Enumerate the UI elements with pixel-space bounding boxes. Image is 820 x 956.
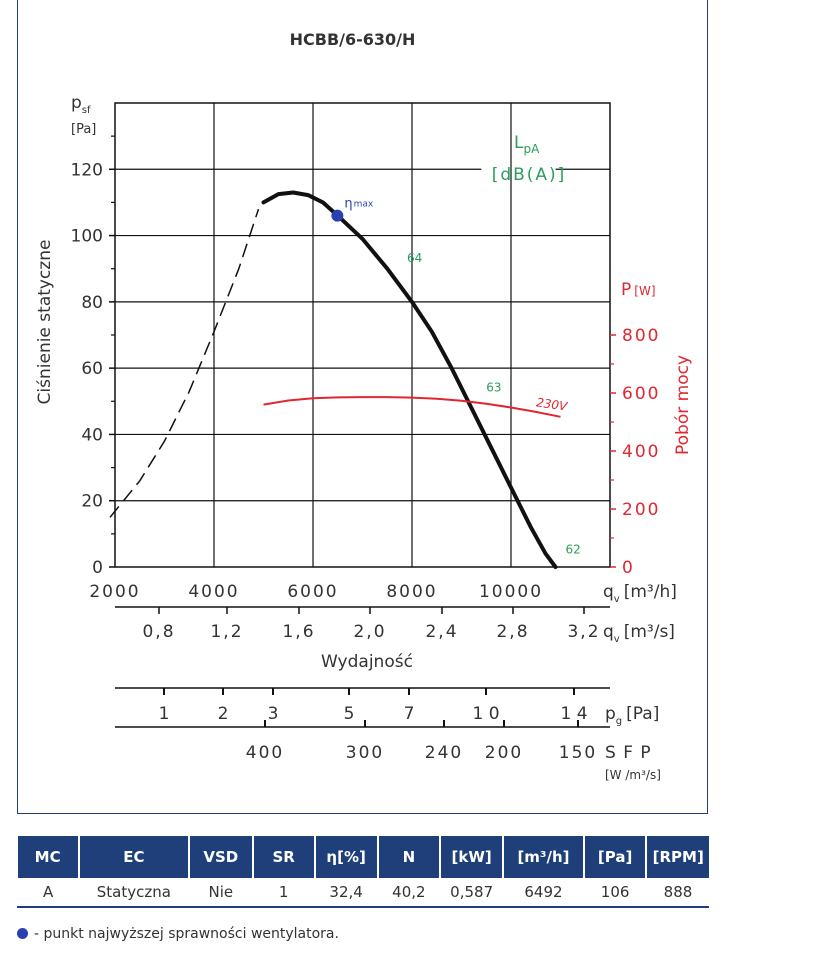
x-tick-label: 6000 [287,582,338,602]
y-axis-title: Ciśnienie statyczne [35,240,55,405]
pg-tick-label: 1 [159,704,170,724]
lpa-unit: [dB(A)] [492,165,567,185]
power-axis-title: Pobór mocy [673,355,693,455]
table-cell: Statyczna [78,878,189,908]
flow-m3s-tick-label: 3,2 [567,622,600,642]
table-cell: A [16,878,79,908]
pg-tick-label: 1 0 [472,704,499,724]
y-tick-label: 100 [71,227,103,247]
chart-title: HCBB/6-630/H [290,30,416,49]
lpa-point-label: 64 [407,251,422,265]
table-cell: 32,4 [314,878,378,908]
footnote-text: - punkt najwyższej sprawności wentylator… [34,926,339,942]
sfp-unit-label: S F P [605,743,652,763]
pg-tick-label: 3 [268,704,279,724]
y-unit-label: psf [71,93,91,116]
table-header-row: MC EC VSD SR η[%] N [kW] [m³/h] [Pa] [RPM] [17,836,709,878]
table-cell: 40,2 [377,878,441,908]
table-cell: Nie [188,878,253,908]
sfp-tick-label: 400 [246,743,284,763]
y-tick-label: 0 [92,558,103,578]
table-header-cell: EC [77,836,189,878]
flow-m3s-tick-label: 2,4 [425,622,458,642]
flow-m3s-tick-label: 2,8 [496,622,529,642]
power-curve [263,396,561,418]
pg-tick-label: 5 [344,704,355,724]
pg-tick-label: 2 [218,704,229,724]
eta-max-label: ηmax [344,197,374,212]
pg-tick-label: 1 4 [560,704,587,724]
flow-m3s-unit-label: qv [m³/s] [603,622,675,645]
power-unit-label: P [W] [621,280,656,300]
y-tick-label: 80 [81,293,103,313]
lpa-label: LpA [514,133,540,156]
x-tick-label: 4000 [188,582,239,602]
power-tick-label: 200 [622,500,660,520]
pg-tick-label: 7 [404,704,415,724]
table-header-cell: [Pa] [582,836,647,878]
flow-m3s-tick-label: 1,6 [282,622,315,642]
table-cell: 0,587 [439,878,504,908]
table-cell: 6492 [502,878,584,908]
fan-curve [261,190,558,569]
power-tick-label: 800 [622,326,660,346]
power-tick-label: 400 [622,442,660,462]
power-series-label: 230V [535,395,569,413]
y-unit-bracket: [Pa] [71,122,96,137]
flow-m3s-tick-label: 2,0 [353,622,386,642]
table-header-cell: VSD [187,836,253,878]
unstable-fan-curve [109,208,260,518]
table-header-cell: MC [17,836,79,878]
y-tick-label: 40 [81,425,103,445]
x-tick-label: 2000 [89,582,140,602]
sfp-tick-label: 300 [346,743,384,763]
y-tick-label: 60 [81,359,103,379]
table-row: A Statyczna Nie 1 32,4 40,2 0,587 6492 106 888 [16,878,709,908]
table-cell: 888 [645,878,709,908]
sfp-tick-label: 150 [559,743,597,763]
x-tick-label: 8000 [386,582,437,602]
table-cell: 106 [583,878,647,908]
table-cell: 1 [252,878,315,908]
eta-max-point [331,209,344,222]
table-header-cell: [m³/h] [502,836,584,878]
flow-axis-title: Wydajność [321,652,413,672]
chart-frame: HCBB/6-630/H 0 20 40 60 80 100 120 psf [Pa] Ciśnie… [17,0,708,814]
flow-m3s-tick-label: 0,8 [142,622,175,642]
sfp-tick-label: 240 [425,743,463,763]
table-header-cell: [RPM] [645,836,709,878]
fan-performance-chart: HCBB/6-630/H020406080100120psf[Pa]Ciśnie… [35,30,693,782]
pg-unit-label: pg [Pa] [605,704,659,727]
lpa-point-label: 62 [565,543,580,557]
x-tick-label: 10000 [479,582,543,602]
power-tick-label: 0 [622,558,635,578]
sfp-tick-label: 200 [485,743,523,763]
y-tick-label: 20 [81,492,103,512]
table-header-cell: [kW] [439,836,504,878]
fan-specs-table: MC EC VSD SR η[%] N [kW] [m³/h] [Pa] [RPM] A Staty… [16,836,709,908]
table-header-cell: η[%] [313,836,378,878]
table-header-cell: N [376,836,441,878]
flow-m3s-tick-label: 1,2 [210,622,243,642]
y-tick-label: 120 [71,160,103,180]
legend-note: - punkt najwyższej sprawności wentylator… [17,926,339,942]
power-tick-label: 600 [622,384,660,404]
sfp-unit-sub: [W /m³/s] [605,768,661,782]
lpa-point-label: 63 [486,380,501,394]
table-header-cell: SR [251,836,315,878]
x-unit-label: qv [m³/h] [603,582,677,605]
eta-max-dot-icon [17,928,28,939]
